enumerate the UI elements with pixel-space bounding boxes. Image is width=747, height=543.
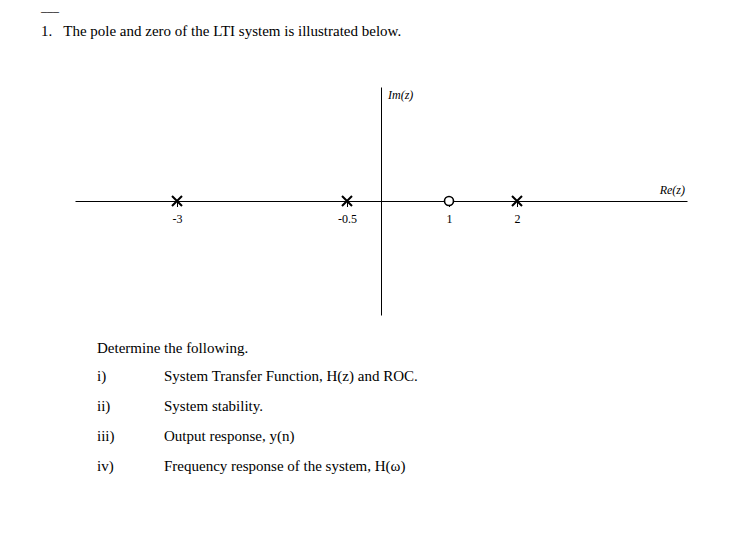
x-tick-label: -3 [173, 212, 183, 226]
x-tick-label: 1 [447, 212, 453, 226]
marks [172, 196, 522, 206]
list-item-text: Output response, y(n) [164, 428, 294, 445]
annotation: ___ [40, 0, 60, 14]
title: 1. The pole and zero of the LTI system i… [41, 23, 401, 39]
list-item-number: i) [97, 368, 106, 385]
y-axis-line [381, 88, 382, 316]
list-item-text: System Transfer Function, H(z) and ROC. [164, 368, 418, 385]
subtitle: Determine the following. [97, 340, 248, 356]
pole [342, 196, 352, 206]
pole [172, 196, 182, 206]
list-item-text: System stability. [164, 398, 263, 414]
list-item-number: iv) [97, 458, 114, 475]
list-item-text: Frequency response of the system, H(ω) [164, 458, 405, 475]
zero [445, 197, 454, 206]
x-tick: -0.5 [338, 201, 357, 226]
x-axis-label: Re(z) [659, 183, 685, 197]
x-tick-label: -0.5 [338, 212, 357, 226]
list-item-number: ii) [97, 398, 110, 415]
x-tick-label: 2 [515, 212, 521, 226]
pole [512, 196, 522, 206]
y-axis [381, 88, 382, 316]
chart: ___ 1. The pole and zero of the LTI syste… [0, 0, 747, 543]
y-axis-label: Im(z) [387, 88, 413, 102]
list-item-number: iii) [97, 428, 115, 445]
